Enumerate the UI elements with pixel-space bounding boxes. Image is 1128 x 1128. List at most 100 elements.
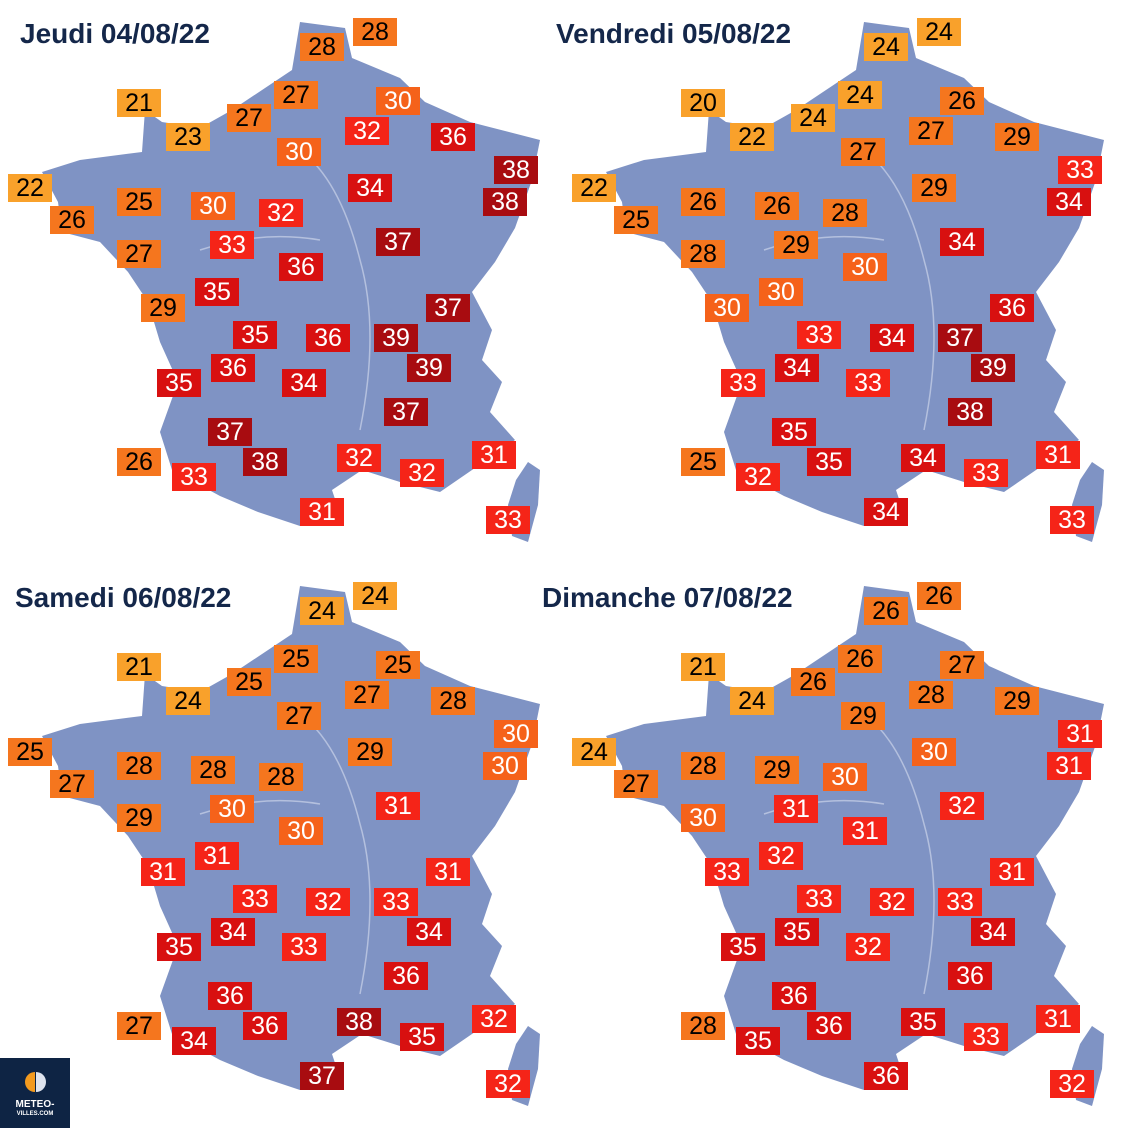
temperature-badge: 36 <box>807 1012 851 1040</box>
temperature-badge: 26 <box>755 192 799 220</box>
temperature-badge: 36 <box>384 962 428 990</box>
temperature-badge: 24 <box>730 687 774 715</box>
temperature-badge: 32 <box>759 842 803 870</box>
temperature-badge: 30 <box>191 192 235 220</box>
temperature-badge: 35 <box>400 1023 444 1051</box>
temperature-badge: 32 <box>400 459 444 487</box>
temperature-badge: 30 <box>843 253 887 281</box>
temperature-badge: 22 <box>572 174 616 202</box>
temperature-badge: 31 <box>195 842 239 870</box>
temperature-badge: 34 <box>348 174 392 202</box>
temperature-badge: 31 <box>300 498 344 526</box>
temperature-badge: 38 <box>337 1008 381 1036</box>
temperature-badge: 34 <box>775 354 819 382</box>
temperature-badge: 27 <box>909 117 953 145</box>
temperature-badge: 35 <box>772 418 816 446</box>
temperature-badge: 24 <box>838 81 882 109</box>
temperature-badge: 24 <box>864 33 908 61</box>
day-panel: Jeudi 04/08/22 28 28 21 27 30 27 23 32 36 30 38 22 34… <box>0 0 564 564</box>
meteo-villes-logo[interactable]: METEO- VILLES.COM <box>0 1058 70 1128</box>
temperature-badge: 29 <box>912 174 956 202</box>
temperature-badge: 22 <box>730 123 774 151</box>
temperature-badge: 25 <box>8 738 52 766</box>
temperature-badge: 27 <box>841 138 885 166</box>
temperature-badge: 37 <box>300 1062 344 1090</box>
temperature-badge: 33 <box>964 1023 1008 1051</box>
temperature-badge: 31 <box>141 858 185 886</box>
day-panel: Vendredi 05/08/22 24 24 20 24 26 24 22 27 29 27 33 2… <box>556 0 1128 564</box>
temperature-badge: 31 <box>1036 441 1080 469</box>
sun-moon-icon <box>25 1072 46 1092</box>
temperature-badge: 34 <box>172 1027 216 1055</box>
temperature-badge: 31 <box>1058 720 1102 748</box>
temperature-badge: 25 <box>274 645 318 673</box>
temperature-badge: 36 <box>864 1062 908 1090</box>
temperature-badge: 27 <box>345 681 389 709</box>
temperature-badge: 33 <box>938 888 982 916</box>
temperature-badge: 30 <box>681 804 725 832</box>
temperature-badge: 35 <box>157 369 201 397</box>
temperature-badge: 29 <box>755 756 799 784</box>
day-title: Vendredi 05/08/22 <box>556 18 792 49</box>
temperature-badge: 29 <box>841 702 885 730</box>
day-panel: Samedi 06/08/22 24 24 21 25 25 25 24 27 28 27 30 25 2… <box>0 564 564 1128</box>
temperature-badge: 36 <box>208 982 252 1010</box>
river <box>863 149 935 431</box>
temperature-badge: 24 <box>572 738 616 766</box>
temperature-badge: 30 <box>705 294 749 322</box>
temperature-badge: 39 <box>374 324 418 352</box>
temperature-badge: 37 <box>208 418 252 446</box>
temperature-badge: 33 <box>705 858 749 886</box>
temperature-badge: 36 <box>279 253 323 281</box>
temperature-badge: 35 <box>721 933 765 961</box>
river <box>863 713 935 995</box>
temperature-badge: 32 <box>736 463 780 491</box>
temperature-badge: 30 <box>277 138 321 166</box>
temperature-badge: 29 <box>348 738 392 766</box>
temperature-badge: 26 <box>917 582 961 610</box>
temperature-badge: 28 <box>300 33 344 61</box>
temperature-badge: 33 <box>282 933 326 961</box>
temperature-badge: 33 <box>233 885 277 913</box>
temperature-badge: 33 <box>797 885 841 913</box>
temperature-badge: 33 <box>846 369 890 397</box>
temperature-badge: 32 <box>940 792 984 820</box>
temperature-badge: 30 <box>210 795 254 823</box>
temperature-badge: 27 <box>940 651 984 679</box>
temperature-badge: 24 <box>300 597 344 625</box>
temperature-badge: 24 <box>917 18 961 46</box>
temperature-badge: 21 <box>117 653 161 681</box>
temperature-badge: 32 <box>337 444 381 472</box>
temperature-badge: 31 <box>472 441 516 469</box>
temperature-badge: 39 <box>407 354 451 382</box>
temperature-badge: 37 <box>938 324 982 352</box>
temperature-badge: 32 <box>846 933 890 961</box>
logo-text-line1: METEO- <box>15 1099 55 1110</box>
temperature-badge: 25 <box>614 206 658 234</box>
temperature-badge: 29 <box>995 123 1039 151</box>
temperature-badge: 26 <box>50 206 94 234</box>
temperature-badge: 27 <box>117 1012 161 1040</box>
temperature-badge: 35 <box>807 448 851 476</box>
temperature-badge: 35 <box>157 933 201 961</box>
temperature-badge: 28 <box>191 756 235 784</box>
day-title: Dimanche 07/08/22 <box>542 582 793 613</box>
temperature-badge: 28 <box>681 240 725 268</box>
temperature-badge: 33 <box>1050 506 1094 534</box>
temperature-badge: 32 <box>472 1005 516 1033</box>
temperature-badge: 34 <box>282 369 326 397</box>
temperature-badge: 31 <box>774 795 818 823</box>
temperature-badge: 22 <box>8 174 52 202</box>
temperature-badge: 32 <box>306 888 350 916</box>
temperature-badge: 25 <box>227 668 271 696</box>
day-title: Jeudi 04/08/22 <box>20 18 210 49</box>
temperature-badge: 36 <box>431 123 475 151</box>
temperature-badge: 24 <box>353 582 397 610</box>
temperature-badge: 23 <box>166 123 210 151</box>
temperature-badge: 32 <box>870 888 914 916</box>
temperature-badge: 34 <box>940 228 984 256</box>
temperature-badge: 34 <box>864 498 908 526</box>
day-title: Samedi 06/08/22 <box>15 582 232 613</box>
temperature-badge: 29 <box>995 687 1039 715</box>
temperature-badge: 35 <box>736 1027 780 1055</box>
